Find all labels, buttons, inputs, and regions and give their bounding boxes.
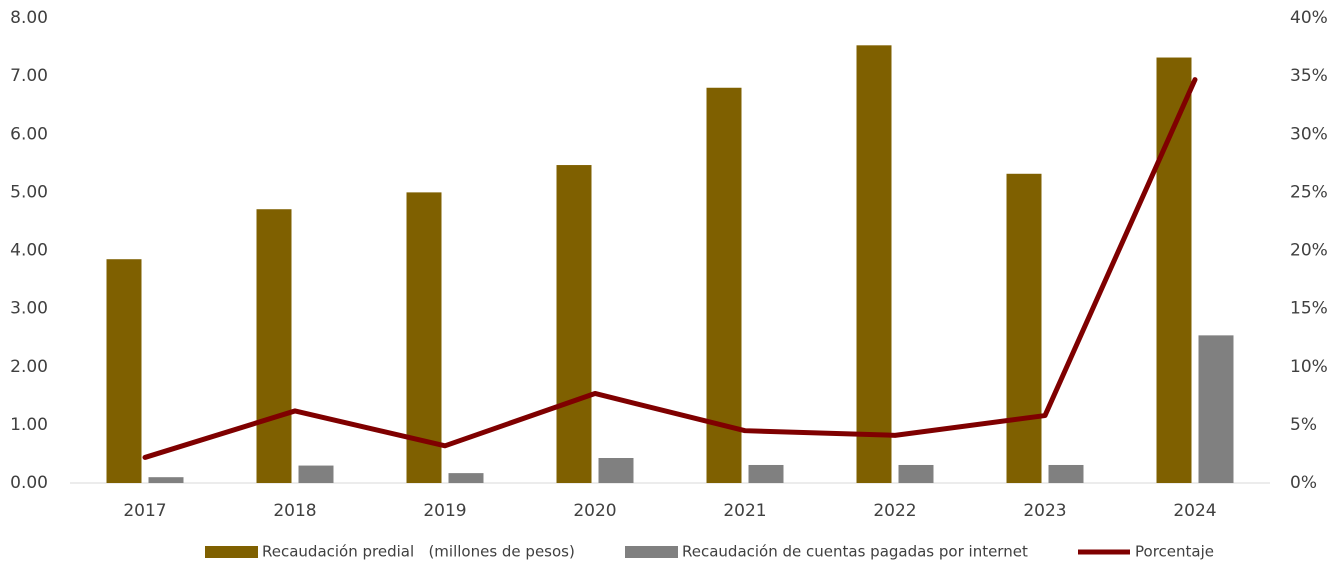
bar <box>448 473 484 483</box>
y2-tick-label: 5% <box>1290 415 1317 435</box>
bar <box>748 464 784 483</box>
legend-swatch <box>205 546 258 558</box>
bar <box>706 87 742 483</box>
bar <box>1198 335 1234 483</box>
x-tick-label: 2018 <box>273 501 316 521</box>
bar <box>856 45 892 483</box>
y-tick-label: 8.00 <box>10 8 48 28</box>
y-tick-label: 5.00 <box>10 182 48 202</box>
y-tick-label: 0.00 <box>10 473 48 493</box>
bar <box>406 192 442 483</box>
bar <box>1048 464 1084 483</box>
x-tick-label: 2021 <box>723 501 766 521</box>
y2-tick-label: 40% <box>1290 8 1328 28</box>
y2-tick-label: 35% <box>1290 66 1328 86</box>
legend-label: Porcentaje <box>1135 543 1214 561</box>
bar <box>148 477 184 483</box>
y2-tick-label: 10% <box>1290 357 1328 377</box>
legend-label: Recaudación de cuentas pagadas por inter… <box>682 543 1028 561</box>
bar <box>106 259 142 483</box>
legend-swatch <box>625 546 678 558</box>
y2-tick-label: 30% <box>1290 124 1328 144</box>
bar <box>256 209 292 483</box>
bar <box>556 165 592 483</box>
y2-tick-label: 25% <box>1290 182 1328 202</box>
bar <box>1006 173 1042 483</box>
y2-tick-label: 0% <box>1290 473 1317 493</box>
x-tick-label: 2019 <box>423 501 466 521</box>
y-tick-label: 1.00 <box>10 415 48 435</box>
y-tick-label: 2.00 <box>10 357 48 377</box>
x-tick-label: 2023 <box>1023 501 1066 521</box>
x-tick-label: 2024 <box>1173 501 1216 521</box>
x-tick-label: 2017 <box>123 501 166 521</box>
bar <box>298 465 334 483</box>
y-tick-label: 4.00 <box>10 241 48 261</box>
y-tick-label: 3.00 <box>10 299 48 319</box>
x-tick-label: 2020 <box>573 501 616 521</box>
x-tick-label: 2022 <box>873 501 916 521</box>
legend-label: Recaudación predial (millones de pesos) <box>262 543 575 561</box>
bar <box>598 458 634 483</box>
y2-tick-label: 20% <box>1290 241 1328 261</box>
bar <box>898 464 934 483</box>
line <box>142 77 1198 460</box>
y-tick-label: 6.00 <box>10 124 48 144</box>
y-tick-label: 7.00 <box>10 66 48 86</box>
y2-tick-label: 15% <box>1290 299 1328 319</box>
